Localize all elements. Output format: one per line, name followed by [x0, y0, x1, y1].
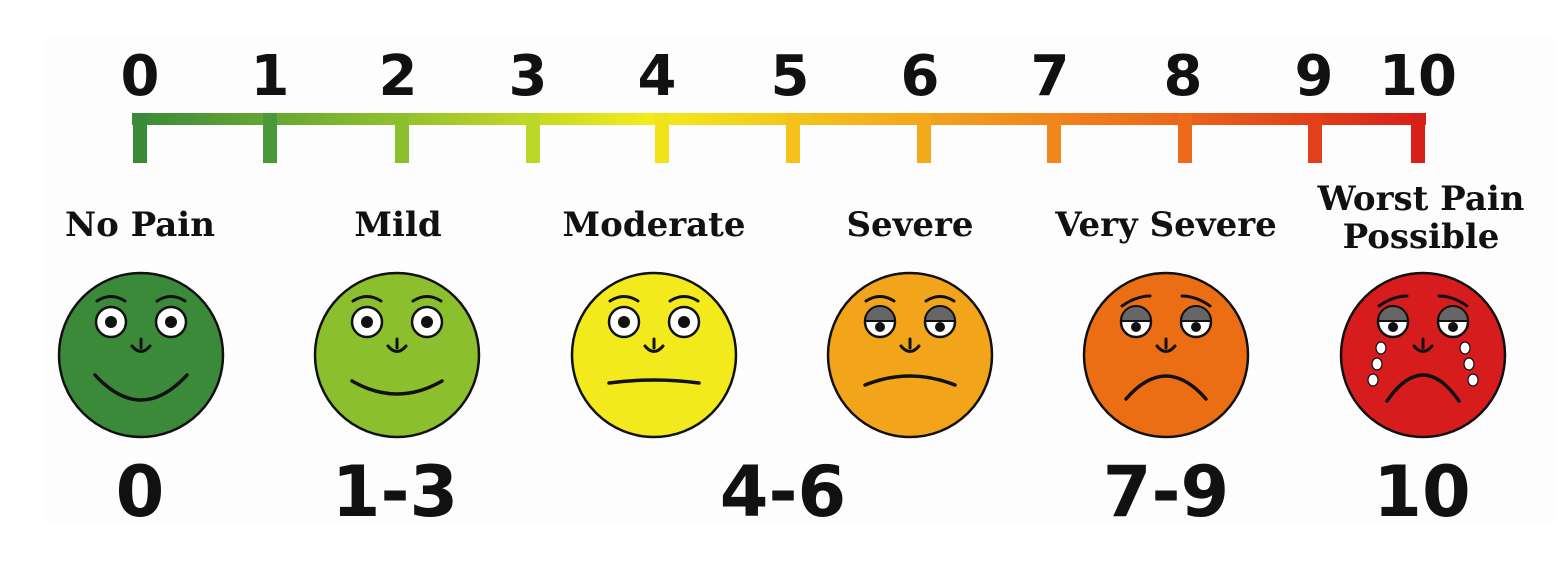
tick-number-3: 3: [508, 44, 548, 109]
tick-mark-4: [655, 113, 669, 163]
tick-mark-0: [133, 113, 147, 163]
tick-mark-8: [1178, 113, 1192, 163]
tick-number-7: 7: [1030, 44, 1070, 109]
face-sad-icon: [1082, 271, 1250, 439]
tear-icon: [1463, 357, 1475, 371]
face-crying-icon: [1339, 271, 1507, 439]
label-moderate: Moderate: [562, 205, 746, 245]
tick-number-10: 10: [1379, 44, 1457, 109]
tick-mark-3: [526, 113, 540, 163]
range-1-3: 1-3: [331, 451, 459, 533]
tick-number-1: 1: [250, 44, 290, 109]
tick-mark-2: [395, 113, 409, 163]
label-very-severe: Very Severe: [1055, 205, 1277, 245]
scale-bar: [132, 113, 1426, 125]
face-frown-icon: [826, 271, 994, 439]
range-10: 10: [1373, 451, 1471, 533]
face-neutral-icon: [570, 271, 738, 439]
tick-number-0: 0: [120, 44, 160, 109]
range-0: 0: [115, 451, 165, 533]
tick-number-8: 8: [1163, 44, 1203, 109]
tear-icon: [1467, 373, 1479, 387]
face-smile-icon: [313, 271, 481, 439]
tick-number-5: 5: [770, 44, 810, 109]
tear-icon: [1459, 341, 1471, 355]
tick-mark-5: [786, 113, 800, 163]
range-7-9: 7-9: [1102, 451, 1230, 533]
tear-icon: [1375, 341, 1387, 355]
tear-icon: [1367, 373, 1379, 387]
tear-icon: [1371, 357, 1383, 371]
tick-mark-6: [917, 113, 931, 163]
label-worst-pain-possible: Worst Pain Possible: [1317, 179, 1525, 257]
tick-mark-1: [263, 113, 277, 163]
label-mild: Mild: [354, 205, 442, 245]
face-happy-icon: [57, 271, 225, 439]
tick-number-6: 6: [900, 44, 940, 109]
label-severe: Severe: [846, 205, 974, 245]
tick-number-4: 4: [637, 44, 677, 109]
tick-number-9: 9: [1294, 44, 1334, 109]
range-4-6: 4-6: [719, 451, 847, 533]
tick-mark-10: [1411, 113, 1425, 163]
tick-number-2: 2: [378, 44, 418, 109]
label-no-pain: No Pain: [65, 205, 215, 245]
tick-mark-7: [1047, 113, 1061, 163]
tick-mark-9: [1308, 113, 1322, 163]
